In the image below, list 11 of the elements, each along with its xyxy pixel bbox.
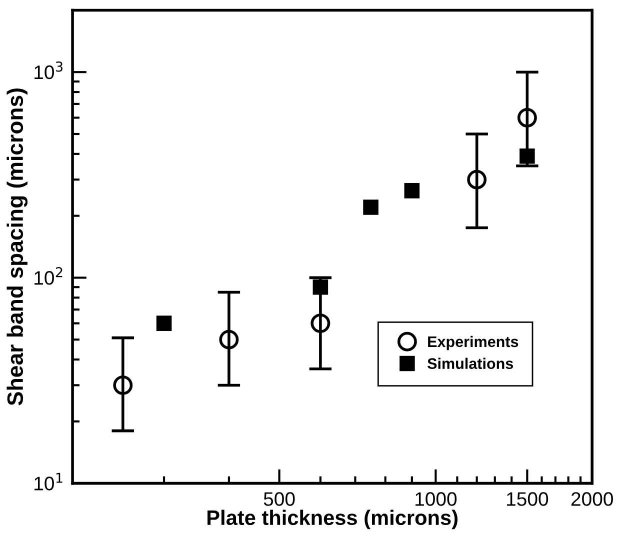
x-tick-label: 1000 [416, 492, 457, 506]
x-tick-label: 2000 [571, 492, 613, 506]
x-axis-title: Plate thickness (microns) [208, 510, 458, 530]
y-tick-label: 10$^{3}$ [34, 61, 62, 80]
y-axis-title: Shear band spacing (microns) [6, 88, 28, 406]
y-tick-label: 10$^{1}$ [34, 472, 62, 490]
x-tick-label: 500 [264, 492, 295, 506]
y-tick-label: 10$^{2}$ [34, 267, 62, 285]
legend-label: Experiments [428, 336, 518, 350]
legend-label: Simulations [427, 358, 514, 370]
x-tick-label: 1500 [507, 492, 548, 506]
